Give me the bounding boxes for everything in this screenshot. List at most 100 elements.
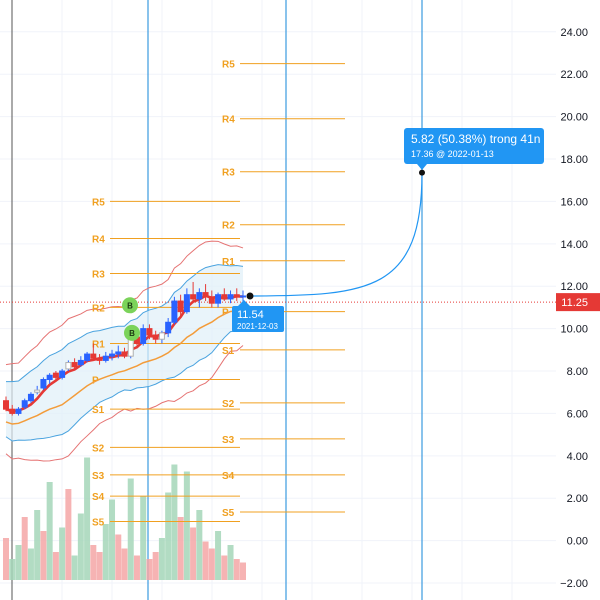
last-price-label: 11.25	[561, 297, 588, 309]
candle-body	[208, 296, 215, 304]
volume-bar	[21, 517, 28, 580]
projection-callout-pointer	[417, 164, 427, 170]
volume-bar	[158, 538, 165, 580]
volume-bar	[140, 496, 147, 580]
volume-bar	[171, 464, 178, 580]
candle-body	[190, 294, 197, 300]
candle-body	[40, 379, 47, 389]
projection: 5.82 (50.38%) trong 41n 17.36 @ 2022-01-1…	[232, 128, 544, 332]
candle-body	[90, 353, 97, 359]
volume-bar	[65, 489, 72, 580]
volume-bar	[59, 527, 66, 580]
volume-bar	[77, 513, 84, 580]
band-lower-inner	[5, 326, 244, 442]
y-tick-label: −2.00	[560, 578, 588, 590]
vertical-markers	[11, 0, 423, 600]
volume-bar	[196, 510, 203, 580]
candle-body	[21, 400, 28, 408]
volume-bar	[34, 510, 41, 580]
candle-body	[196, 292, 203, 300]
candle-body	[227, 294, 234, 300]
candle-body	[59, 370, 66, 378]
projection-callout	[404, 128, 544, 164]
volume-bar	[46, 482, 53, 580]
y-tick-label: 14.00	[560, 239, 588, 251]
volume-bar	[121, 548, 128, 580]
volume-bar	[15, 545, 22, 580]
pivot-label-prev: S1	[92, 405, 105, 416]
buy-signals: BB	[122, 297, 140, 341]
y-tick-label: 0.00	[567, 536, 588, 548]
candle-body	[233, 294, 240, 298]
volume-bar	[27, 548, 34, 580]
candle-body	[3, 400, 9, 410]
candlesticks	[3, 281, 246, 416]
candle-body	[152, 334, 159, 340]
volume-bar	[90, 545, 97, 580]
volume-bar	[221, 555, 228, 580]
price-tag-date: 2021-12-03	[237, 322, 278, 331]
pivot-label-prev: S2	[92, 443, 105, 454]
projection-subtext: 17.36 @ 2022-01-13	[411, 149, 494, 159]
pivot-label-prev: S3	[92, 471, 105, 482]
volume-bar	[40, 531, 47, 580]
pivot-label-curr: S2	[222, 399, 235, 410]
y-tick-label: 18.00	[560, 154, 588, 166]
volume-bar	[109, 499, 116, 580]
pivot-label-curr: S4	[222, 471, 235, 482]
candle-body	[34, 389, 41, 393]
y-tick-label: 22.00	[560, 69, 588, 81]
candle-body	[115, 351, 122, 355]
candle-body	[140, 328, 147, 344]
volume-bar	[71, 555, 78, 580]
pivot-label-prev: R4	[92, 235, 105, 246]
volume-bar	[240, 562, 246, 580]
pivot-label-curr: R2	[222, 221, 235, 232]
candle-body	[171, 300, 178, 323]
y-tick-label: 16.00	[560, 196, 588, 208]
volume-bar	[208, 548, 215, 580]
y-tick-label: 6.00	[567, 408, 588, 420]
volume-bar	[177, 517, 184, 580]
volume-bar	[227, 545, 234, 580]
y-tick-label: 20.00	[560, 112, 588, 124]
candle-body	[84, 353, 91, 361]
candle-body	[177, 300, 184, 313]
volume-bar	[202, 541, 209, 580]
pivot-label-curr: S1	[222, 346, 235, 357]
candle-body	[27, 393, 34, 402]
pivot-label-prev: R1	[92, 339, 105, 350]
y-tick-label: 4.00	[567, 451, 588, 463]
buy-signal-marker	[122, 297, 138, 314]
volume-bar	[96, 552, 103, 580]
price-tag-pointer	[238, 299, 250, 306]
volume-bar	[102, 524, 109, 580]
volume-bar	[152, 552, 159, 580]
volume-bar	[52, 552, 59, 580]
pivot-label-prev: R2	[92, 303, 105, 314]
candle-body	[146, 328, 153, 336]
pivot-label-curr: R1	[222, 257, 235, 268]
candle-body	[158, 332, 165, 340]
projection-end-dot	[419, 169, 425, 176]
y-axis: 24.00 22.00 20.00 18.00 16.00 14.00 12.00 10.00…	[556, 0, 600, 600]
y-tick-label: 12.00	[560, 281, 588, 293]
volume-bar	[165, 492, 172, 580]
y-tick-label: 8.00	[567, 366, 588, 378]
candle-body	[46, 374, 53, 381]
pivot-label-curr: R5	[222, 60, 235, 71]
pivot-label-curr: R3	[222, 168, 235, 179]
pivot-label-curr: R4	[222, 115, 235, 126]
buy-signal-marker	[124, 324, 140, 341]
volume-bar	[233, 559, 240, 580]
candle-body	[240, 295, 246, 298]
grid	[0, 0, 556, 600]
candle-body	[121, 351, 128, 357]
volume-bar	[146, 559, 153, 580]
last-price-tag	[556, 293, 600, 312]
volume-bar	[127, 478, 134, 580]
candle-body	[202, 292, 209, 298]
y-tick-label: 10.00	[560, 324, 588, 336]
